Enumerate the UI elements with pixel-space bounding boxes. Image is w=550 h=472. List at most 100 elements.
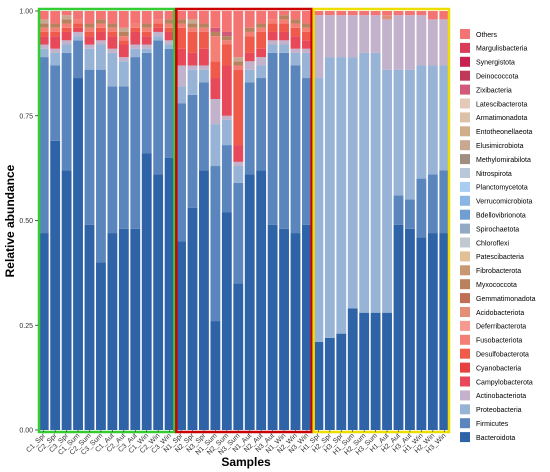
bar-segment xyxy=(38,57,49,234)
bar-segment xyxy=(176,19,186,24)
legend-swatch xyxy=(460,154,470,165)
bar-segment xyxy=(141,27,152,32)
legend-label: Fibrobacterota xyxy=(476,268,521,275)
legend-label: Verrucomicrobiota xyxy=(476,199,533,206)
bar-segment xyxy=(61,44,72,53)
bar-segment xyxy=(118,40,129,45)
bar-segment xyxy=(61,40,72,45)
legend-swatch xyxy=(460,404,470,415)
legend-swatch xyxy=(460,334,470,345)
bar-segment xyxy=(118,57,129,62)
bar-segment xyxy=(107,52,118,87)
bar-segment xyxy=(210,36,221,62)
bar-segment xyxy=(50,52,61,66)
bar-segment xyxy=(427,233,438,430)
bar-segment xyxy=(118,36,129,41)
legend-swatch xyxy=(460,223,470,234)
bar-segment xyxy=(347,11,358,16)
bar-segment xyxy=(141,153,152,430)
legend-label: Acidobacteriota xyxy=(476,310,524,317)
bar-segment xyxy=(233,11,244,58)
bar-segment xyxy=(244,31,255,37)
bar-segment xyxy=(405,69,415,200)
bar-segment xyxy=(153,11,164,20)
bar-segment xyxy=(141,48,152,53)
legend-label: Proteobacteria xyxy=(476,407,522,414)
bar-segment xyxy=(187,11,198,20)
bar-segment xyxy=(153,27,164,32)
bar-segment xyxy=(439,11,450,20)
bar-segment xyxy=(50,48,61,53)
bar-segment xyxy=(107,23,118,28)
bar-segment xyxy=(96,44,106,70)
bar-segment xyxy=(233,65,244,70)
bar-segment xyxy=(107,27,118,32)
bar-segment xyxy=(221,11,232,32)
bar-segment xyxy=(427,19,438,66)
legend: Others Margulisbacteria Synergistota Deinoc… xyxy=(460,29,536,443)
legend-label: Others xyxy=(476,32,498,39)
bar-segment xyxy=(279,19,289,24)
legend-swatch xyxy=(460,265,470,276)
legend-swatch xyxy=(460,168,470,178)
bar-segment xyxy=(221,212,232,430)
legend-label: Elusimicrobiota xyxy=(476,143,524,150)
legend-swatch xyxy=(460,390,470,401)
bar-segment xyxy=(221,145,232,213)
bar-segment xyxy=(118,44,129,58)
bar-segment xyxy=(290,11,301,20)
bar-segment xyxy=(359,11,370,16)
bar-segment xyxy=(50,140,61,430)
bar-segment xyxy=(302,27,312,32)
bar-segment xyxy=(164,40,175,45)
bar-segment xyxy=(187,23,198,28)
bar-segment xyxy=(187,27,198,32)
bar-segment xyxy=(256,23,267,28)
bar-segment xyxy=(233,283,244,430)
bar-segment xyxy=(359,52,370,313)
legend-swatch xyxy=(460,29,470,39)
legend-label: Fusobacteriota xyxy=(476,338,522,345)
bar-segment xyxy=(267,224,278,430)
bar-segment xyxy=(393,69,404,196)
bar-segment xyxy=(290,52,301,66)
bar-segment xyxy=(96,69,106,263)
bar-segment xyxy=(256,31,267,49)
legend-swatch xyxy=(460,42,470,53)
bar-segment xyxy=(347,57,358,309)
bar-segment xyxy=(290,65,301,234)
bar-segment xyxy=(118,11,129,28)
bar-segment xyxy=(199,65,209,70)
bar-segment xyxy=(382,19,392,70)
bar-segment xyxy=(210,124,221,167)
bar-segment xyxy=(61,11,72,16)
bar-segment xyxy=(256,27,267,32)
bar-segment xyxy=(244,174,255,430)
group-outline xyxy=(312,7,451,434)
legend-swatch xyxy=(460,70,470,81)
bar-segment xyxy=(302,224,312,430)
bar-segment xyxy=(164,44,175,49)
bar-segment xyxy=(107,11,118,24)
bar-segment xyxy=(96,262,106,430)
bar-segment xyxy=(84,31,95,37)
bar-segment xyxy=(61,170,72,430)
bar-segment xyxy=(50,36,61,49)
bar-segment xyxy=(153,19,164,24)
bar-segment xyxy=(50,65,61,141)
bar-segment xyxy=(233,161,244,167)
bar-segment xyxy=(187,65,198,70)
bar-segment xyxy=(324,57,335,338)
bar-segment xyxy=(61,27,72,32)
bar-segment xyxy=(84,224,95,430)
bar-segment xyxy=(256,170,267,430)
bar-segment xyxy=(141,44,152,49)
bar-segment xyxy=(405,199,415,229)
bar-segment xyxy=(244,82,255,175)
bar-segment xyxy=(324,15,335,58)
bar-segment xyxy=(130,31,141,45)
bar-segment xyxy=(153,174,164,430)
bar-segment xyxy=(290,19,301,24)
bar-segment xyxy=(84,44,95,49)
legend-swatch xyxy=(460,112,470,123)
